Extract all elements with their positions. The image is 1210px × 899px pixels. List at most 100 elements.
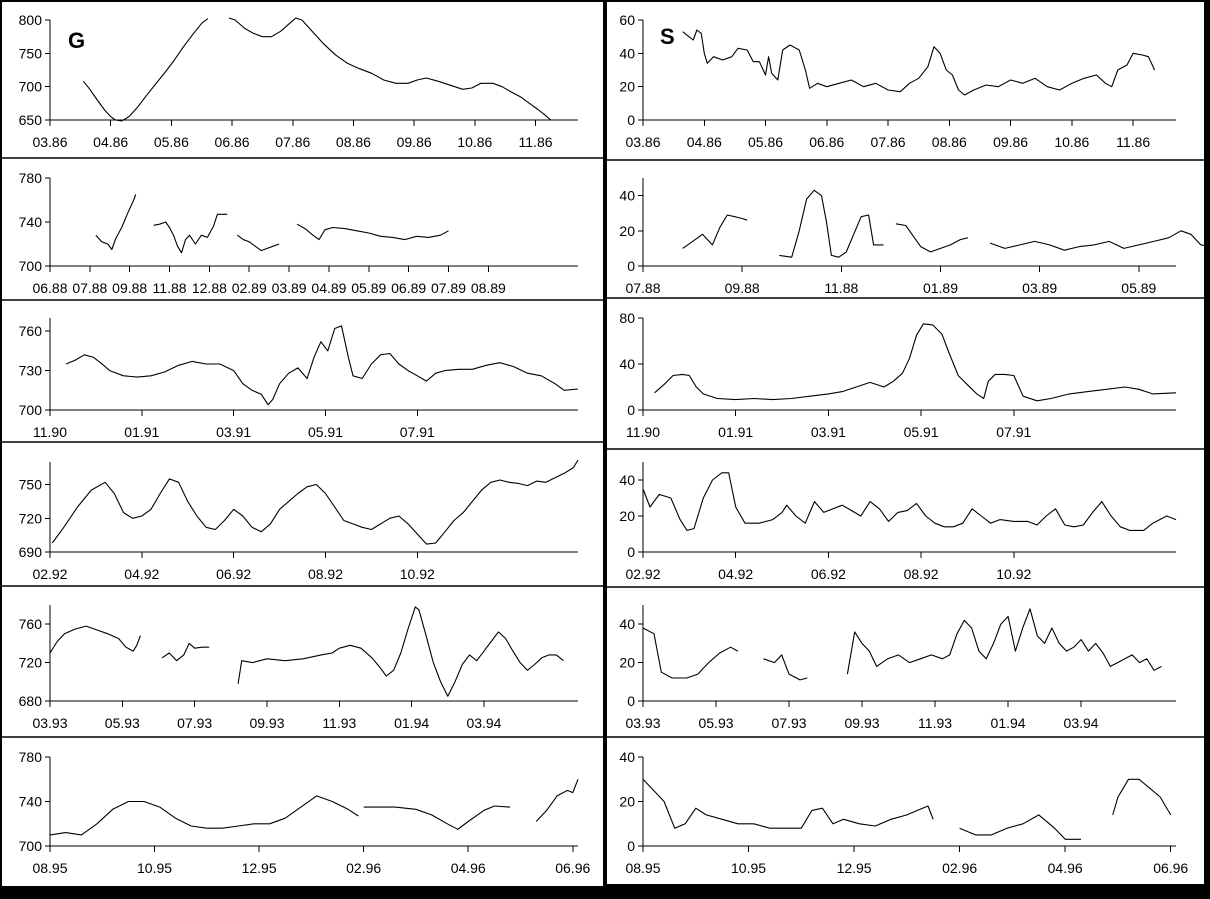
x-tick-label: 02.92 — [625, 566, 660, 582]
series-line-segment — [779, 189, 884, 258]
x-tick-label: 03.93 — [625, 715, 660, 731]
x-tick-label: 03.89 — [1022, 280, 1057, 296]
series-line-segment — [161, 642, 210, 662]
series-line-segment — [846, 608, 1162, 675]
y-tick-label: 0 — [627, 544, 635, 560]
x-tick-label: 05.93 — [698, 715, 733, 731]
x-tick-label: 10.86 — [1054, 134, 1089, 150]
x-tick-label: 02.96 — [942, 860, 977, 876]
x-tick-label: 06.89 — [391, 280, 426, 296]
x-tick-label: 03.86 — [625, 134, 660, 150]
chart-panel-s-5: 0 20 40 03.93 05.93 07.93 09.93 11.93 01.94 03.94 — [619, 605, 1176, 731]
column-g-background — [2, 2, 603, 886]
x-tick-label: 04.96 — [1048, 860, 1083, 876]
x-tick-label: 09.93 — [249, 715, 284, 731]
y-tick-label: 60 — [619, 12, 635, 28]
x-tick-label: 07.86 — [275, 134, 310, 150]
x-tick-label: 03.94 — [466, 715, 501, 731]
x-tick-label: 11.93 — [918, 715, 952, 731]
x-tick-label: 07.93 — [177, 715, 212, 731]
y-tick-label: 780 — [19, 749, 43, 765]
series-line-segment — [49, 625, 141, 654]
x-tick-label: 08.95 — [32, 860, 67, 876]
y-tick-label: 0 — [627, 693, 635, 709]
y-tick-label: 650 — [19, 112, 43, 128]
y-tick-label: 720 — [19, 655, 43, 671]
x-tick-label: 05.93 — [105, 715, 140, 731]
x-tick-label: 08.95 — [625, 860, 660, 876]
y-tick-label: 40 — [619, 356, 635, 372]
x-tick-label: 04.96 — [451, 860, 486, 876]
series-line-segment — [682, 29, 1156, 96]
chart-panel-s-1: 0 20 40 60 03.86 04.86 05.86 06.86 07.86 08.86 09.… — [619, 12, 1176, 150]
y-tick-label: 0 — [627, 402, 635, 418]
x-tick-label: 03.91 — [216, 424, 251, 440]
series-line-segment — [535, 779, 579, 822]
x-tick-label: 09.86 — [397, 134, 432, 150]
x-tick-label: 06.86 — [809, 134, 844, 150]
y-tick-label: 760 — [19, 323, 43, 339]
x-tick-label: 10.95 — [731, 860, 766, 876]
x-tick-label: 09.93 — [845, 715, 880, 731]
x-tick-label: 07.93 — [772, 715, 807, 731]
series-line-segment — [959, 814, 1081, 840]
y-tick-label: 780 — [19, 170, 43, 186]
y-tick-label: 40 — [619, 188, 635, 204]
series-line-segment — [296, 223, 449, 241]
x-tick-label: 06.86 — [215, 134, 250, 150]
x-tick-label: 12.95 — [242, 860, 277, 876]
x-tick-label: 03.93 — [32, 715, 67, 731]
x-tick-label: 05.89 — [351, 280, 386, 296]
y-tick-label: 0 — [627, 838, 635, 854]
column-s-label: S — [660, 24, 675, 49]
y-tick-label: 680 — [19, 693, 43, 709]
x-tick-label: 08.86 — [932, 134, 967, 150]
x-tick-label: 01.94 — [991, 715, 1026, 731]
x-tick-label: 02.89 — [232, 280, 267, 296]
series-line-segment — [642, 472, 1177, 531]
x-tick-label: 11.90 — [33, 424, 67, 440]
series-line-segment — [228, 17, 552, 121]
y-tick-label: 700 — [19, 402, 43, 418]
x-tick-label: 07.88 — [72, 280, 107, 296]
x-tick-label: 08.92 — [904, 566, 939, 582]
series-line-segment — [1112, 778, 1172, 816]
x-tick-label: 06.88 — [32, 280, 67, 296]
x-tick-label: 01.91 — [124, 424, 159, 440]
x-tick-label: 10.92 — [996, 566, 1031, 582]
x-tick-label: 10.86 — [457, 134, 492, 150]
chart-panel-s-3: 0 40 80 11.90 01.91 03.91 05.91 07.91 — [619, 310, 1177, 440]
x-tick-label: 04.86 — [687, 134, 722, 150]
y-tick-label: 40 — [619, 472, 635, 488]
x-tick-label: 05.89 — [1121, 280, 1156, 296]
x-tick-label: 07.91 — [400, 424, 435, 440]
x-tick-label: 04.86 — [93, 134, 128, 150]
x-tick-label: 10.95 — [137, 860, 172, 876]
y-tick-label: 700 — [19, 258, 43, 274]
x-tick-label: 11.93 — [322, 715, 356, 731]
y-tick-label: 690 — [19, 544, 43, 560]
y-tick-label: 800 — [19, 12, 43, 28]
series-line-segment — [82, 18, 209, 122]
x-tick-label: 11.88 — [824, 280, 858, 296]
x-tick-label: 07.91 — [996, 424, 1031, 440]
x-tick-label: 10.92 — [400, 566, 435, 582]
series-line-segment — [49, 795, 359, 836]
panel-dividers — [2, 157, 1204, 738]
y-tick-label: 720 — [19, 510, 43, 526]
series-line-segment — [654, 323, 1177, 402]
chart-panel-g-5: 680 720 760 03.93 05.93 07.93 09.93 11.93 01.94 0… — [19, 605, 578, 731]
series-line-segment — [682, 214, 748, 249]
x-tick-label: 04.92 — [124, 566, 159, 582]
x-tick-label: 05.91 — [904, 424, 939, 440]
series-line-segment — [363, 805, 511, 830]
series-line-segment — [51, 459, 579, 545]
y-tick-label: 20 — [619, 655, 635, 671]
column-g-label: G — [68, 28, 85, 53]
x-tick-label: 11.88 — [153, 280, 187, 296]
x-tick-label: 01.91 — [718, 424, 753, 440]
x-tick-label: 05.86 — [154, 134, 189, 150]
x-tick-label: 11.86 — [519, 134, 553, 150]
